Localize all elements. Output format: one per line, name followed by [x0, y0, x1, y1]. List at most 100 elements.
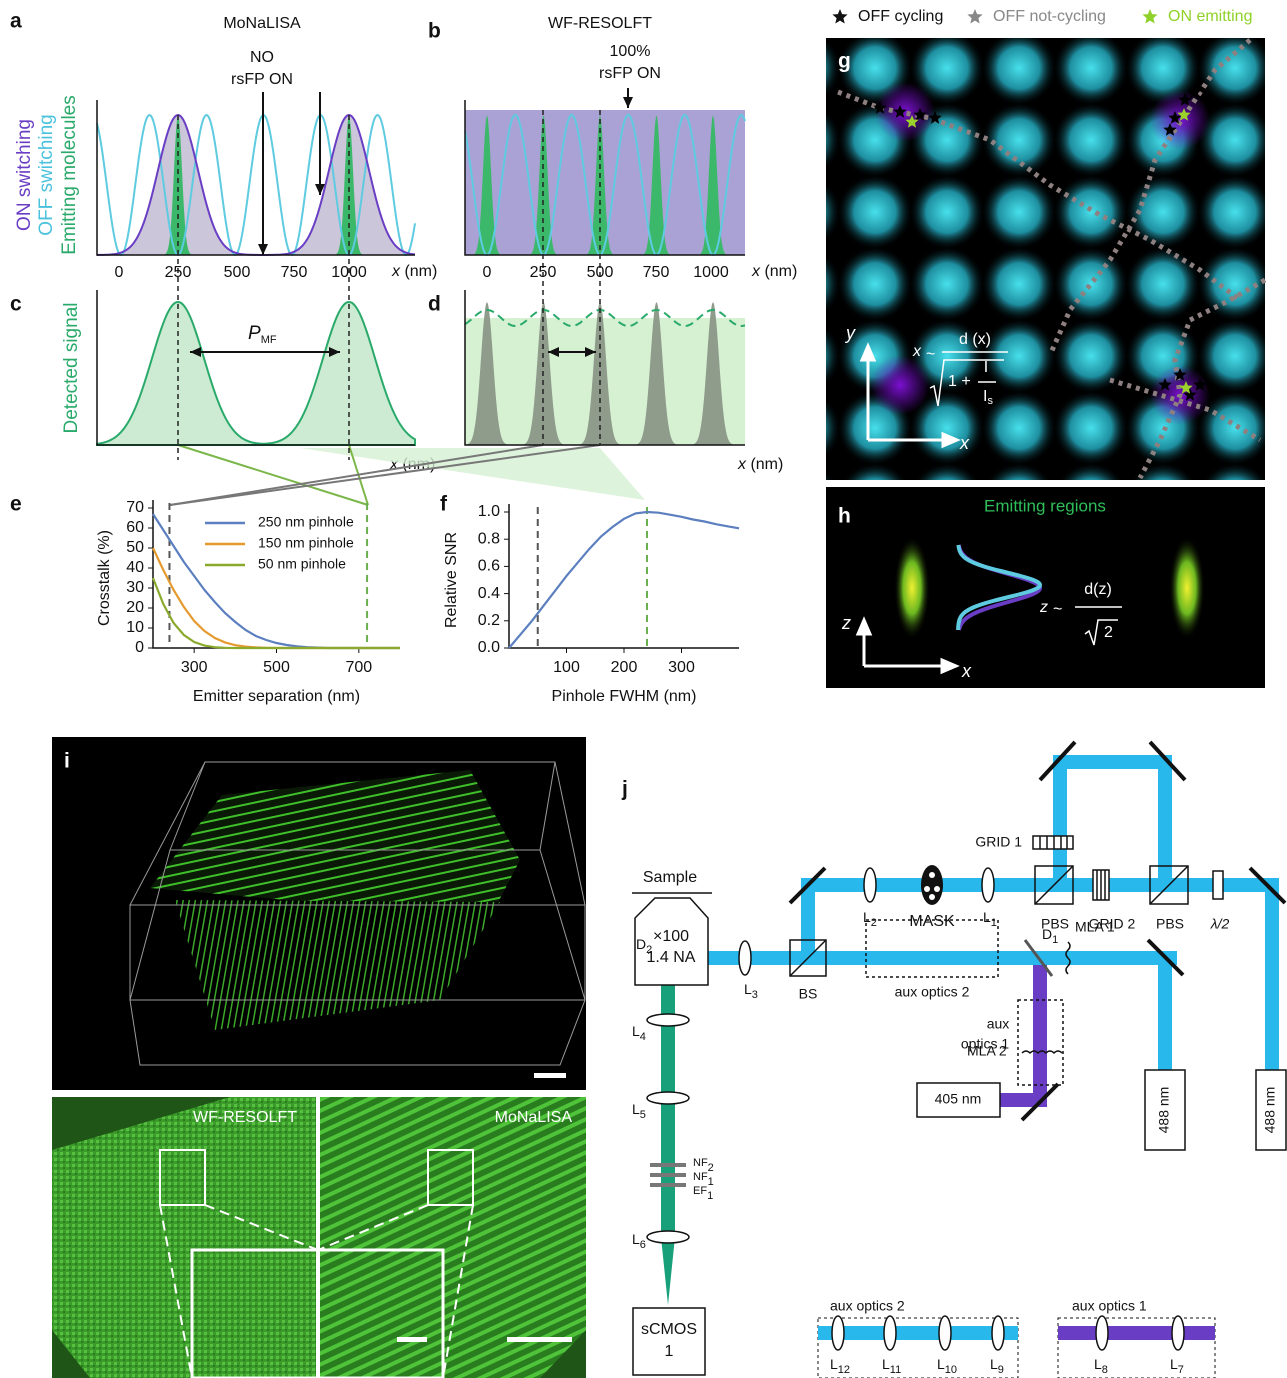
y-label: Crosstalk (%) [96, 530, 113, 626]
symbol: P [248, 323, 261, 344]
y-label: Detected signal [61, 303, 82, 434]
blue-beam [661, 755, 1279, 1071]
period-label: PMF [248, 323, 277, 346]
panel-label: h [838, 505, 851, 528]
legend-label: OFF not-cycling [993, 8, 1106, 25]
x-unit: (nm) [404, 263, 437, 280]
y-tick-label: 30 [126, 579, 144, 596]
label: MASK [909, 913, 955, 930]
label: L8 [1094, 1356, 1108, 1376]
label: GRID 1 [975, 834, 1022, 850]
x-label: Pinhole FWHM (nm) [552, 688, 697, 705]
x-tick-label: 100 [553, 659, 580, 676]
formula-den: 2 [1104, 624, 1113, 641]
y-label: ON switching [14, 119, 35, 231]
formula-ratio-num: I [984, 359, 988, 376]
formula-num: d (x) [959, 331, 991, 348]
x-tick-label: 300 [181, 659, 208, 676]
symbol: L [1094, 1356, 1102, 1372]
x-unit: (nm) [764, 263, 797, 280]
y-tick-label: 50 [126, 539, 144, 556]
x-tick-label: 250 [530, 264, 557, 281]
subscript: 7 [1178, 1364, 1184, 1376]
subscript: 1 [707, 1190, 713, 1202]
symbol: L [1170, 1356, 1178, 1372]
label: optics 1 [961, 1036, 1009, 1052]
x-tick-label: 300 [668, 659, 695, 676]
legend-label: 50 nm pinhole [258, 556, 346, 572]
laser-label: 405 nm [935, 1091, 982, 1107]
figure: a MoNaLISA NO rsFP ON ON switching OFF s… [0, 0, 1287, 1378]
subscript: 2 [708, 1162, 714, 1174]
label: L6 [632, 1231, 646, 1251]
panel-label: a [10, 10, 22, 33]
label: aux optics 2 [895, 984, 970, 1000]
annotation: 100% [610, 43, 651, 60]
label: BS [799, 986, 818, 1002]
x-var: x [751, 263, 761, 280]
panel-title: WF-RESOLFT [548, 15, 652, 32]
series-line [153, 578, 400, 648]
panel-label: j [621, 778, 628, 801]
y-tick-label: 1.0 [478, 503, 500, 520]
arrow-head [258, 244, 268, 255]
subscript: 5 [640, 1109, 646, 1121]
subscript: 1 [708, 1176, 714, 1188]
subscript: s [987, 395, 993, 407]
x-label: x (nm) [391, 263, 437, 280]
insets [818, 1316, 1215, 1378]
label: ×100 [653, 928, 689, 945]
x-tick-label: 500 [587, 264, 614, 281]
x-label: x (nm) [737, 456, 783, 473]
image-label: MoNaLISA [495, 1109, 573, 1126]
panel-label: d [428, 293, 441, 316]
emitting-region [894, 536, 930, 640]
symbol: EF [693, 1185, 707, 1197]
legend-label: ON emitting [1168, 8, 1252, 25]
x-tick-label: 750 [643, 264, 670, 281]
label: λ/2 [1210, 916, 1230, 932]
label: L2 [863, 909, 877, 929]
subscript: 8 [1102, 1364, 1108, 1376]
y-tick-label: 0.6 [478, 558, 500, 575]
axis-label: x [961, 661, 972, 681]
legend-label: 250 nm pinhole [258, 514, 354, 530]
symbol: NF [693, 1157, 708, 1169]
symbol: NF [693, 1171, 708, 1183]
y-tick-label: 0.0 [478, 639, 500, 656]
symbol: D [1042, 926, 1052, 942]
y-tick-label: 10 [126, 619, 144, 636]
label: 1.4 NA [647, 949, 696, 966]
legend-label: OFF cycling [858, 8, 943, 25]
subscript: 6 [640, 1239, 646, 1251]
label: sCMOS [641, 1321, 697, 1338]
formula-num: d(z) [1084, 581, 1112, 598]
arrow-head [623, 97, 633, 108]
series-line [509, 512, 739, 648]
inset-title: aux optics 1 [1072, 1298, 1147, 1314]
subscript: 1 [1052, 934, 1058, 946]
scale-bar [397, 1337, 427, 1342]
subscript: 12 [838, 1364, 850, 1376]
symbol: L [863, 909, 871, 925]
label: 1 [665, 1343, 674, 1360]
label: L3 [744, 981, 758, 1001]
label: L10 [937, 1356, 957, 1376]
inset-title: aux optics 2 [830, 1298, 905, 1314]
on-spot [875, 82, 935, 142]
x-var: x [737, 456, 747, 473]
formula-lhs: x [912, 343, 922, 360]
annotation: rsFP ON [231, 71, 293, 88]
annotation: NO [250, 49, 274, 66]
symbol: L [744, 981, 752, 997]
y-label: OFF switching [36, 114, 57, 235]
subscript: 4 [640, 1031, 646, 1043]
y-tick-label: 60 [126, 519, 144, 536]
scale-bar [534, 1073, 566, 1078]
subscript: 2 [871, 917, 877, 929]
legend-label: 150 nm pinhole [258, 535, 354, 551]
monalisa-image [318, 1097, 586, 1378]
x-tick-label: 500 [263, 659, 290, 676]
x-tick-label: 250 [165, 264, 192, 281]
label: L5 [632, 1101, 646, 1121]
